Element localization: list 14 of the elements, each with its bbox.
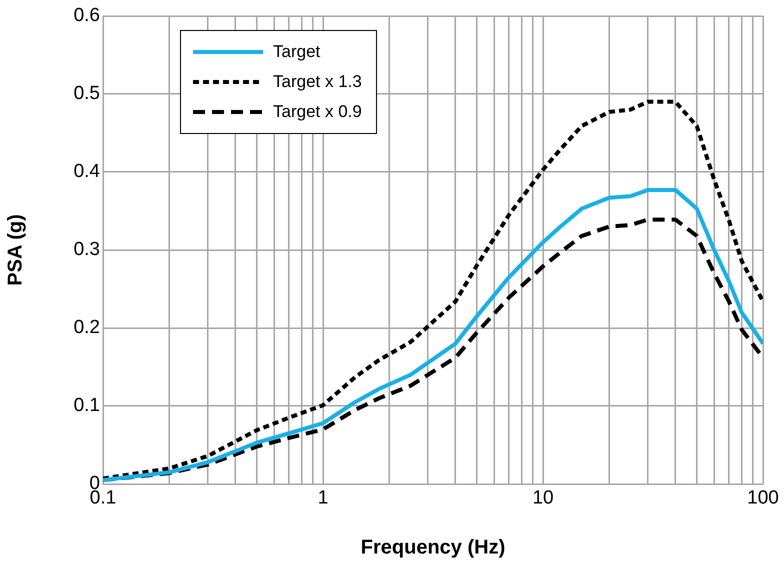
y-tick-label: 0.2 [74, 317, 100, 338]
x-axis-title: Frequency (Hz) [360, 536, 506, 559]
x-tick-label: 10 [532, 488, 554, 509]
y-tick-label: 0.3 [74, 239, 100, 260]
y-tick-label: 0.5 [74, 83, 100, 104]
y-tick-label: 0.4 [74, 161, 100, 182]
legend-label: Target x 0.9 [273, 102, 362, 122]
y-axis-title: PSA (g) [4, 214, 27, 286]
y-tick-label: 0.1 [74, 395, 100, 416]
legend-label: Target [273, 42, 320, 62]
x-tick-label: 1 [318, 488, 328, 509]
legend-label: Target x 1.3 [273, 72, 362, 92]
x-tick-label: 100 [747, 488, 779, 509]
y-tick-label: 0.6 [74, 5, 100, 26]
